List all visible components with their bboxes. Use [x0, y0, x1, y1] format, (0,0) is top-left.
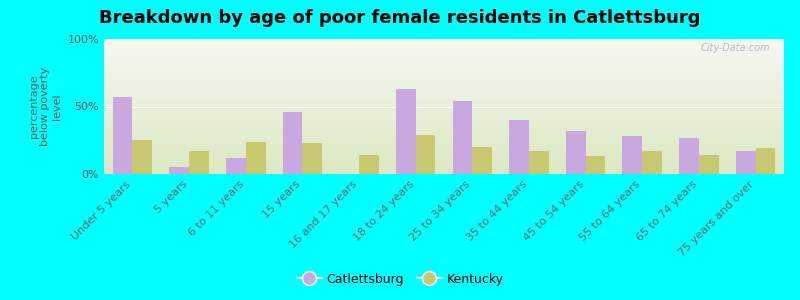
Bar	[509, 120, 529, 174]
Bar	[756, 148, 775, 174]
Bar	[642, 151, 662, 174]
Bar	[736, 151, 756, 174]
Text: Breakdown by age of poor female residents in Catlettsburg: Breakdown by age of poor female resident…	[99, 9, 701, 27]
Bar	[132, 140, 152, 174]
Bar	[453, 101, 472, 174]
Bar	[226, 158, 246, 174]
Bar	[416, 135, 435, 174]
Bar	[586, 156, 606, 174]
Bar	[282, 112, 302, 174]
Bar	[472, 147, 492, 174]
Bar	[113, 97, 132, 174]
Text: City-Data.com: City-Data.com	[701, 43, 770, 53]
Bar	[169, 167, 189, 174]
Bar	[679, 137, 699, 174]
Bar	[302, 143, 322, 174]
Bar	[359, 155, 379, 174]
Bar	[699, 155, 719, 174]
Y-axis label: percentage
below poverty
level: percentage below poverty level	[29, 67, 62, 146]
Bar	[396, 89, 416, 174]
Bar	[189, 151, 209, 174]
Bar	[529, 151, 549, 174]
Bar	[622, 136, 642, 174]
Legend: Catlettsburg, Kentucky: Catlettsburg, Kentucky	[291, 268, 509, 291]
Bar	[566, 131, 586, 174]
Bar	[246, 142, 266, 174]
